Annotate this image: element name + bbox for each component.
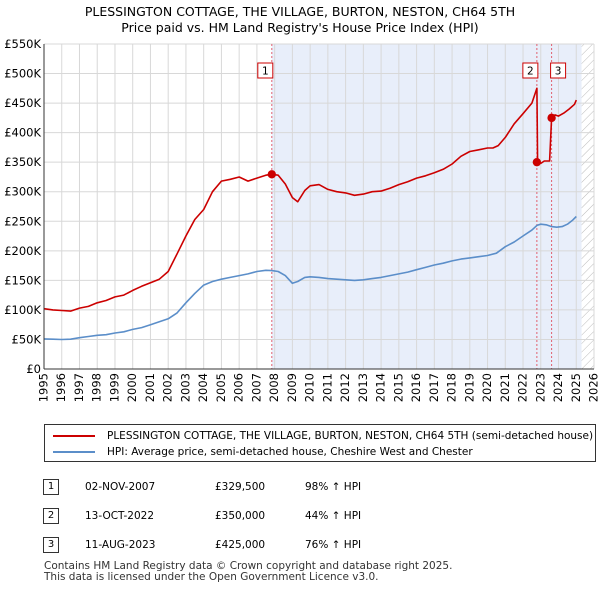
sale-1-label: 1: [262, 66, 269, 78]
x-tick-label: 2021: [498, 373, 512, 402]
x-tick-label: 1999: [107, 373, 121, 402]
footer: Contains HM Land Registry data © Crown c…: [44, 561, 452, 583]
sale-3-point: [547, 113, 556, 123]
sale-price: £350,000: [215, 509, 266, 522]
y-tick-label: £50K: [12, 332, 42, 346]
table-row: 2 13-OCT-2022 £350,000 44% ↑ HPI: [40, 501, 425, 530]
sale-3-label: 3: [555, 66, 562, 78]
sale-price: £329,500: [215, 480, 266, 493]
sale-hpi-change: 98% ↑ HPI: [305, 480, 362, 493]
x-tick-label: 2003: [178, 373, 192, 402]
x-tick-label: 2019: [462, 373, 476, 402]
x-tick-label: 1996: [54, 373, 68, 402]
price-chart: £0 £50K £100K £150K £200K £250K £300K £350K £400…: [4, 37, 600, 402]
chart-title-line1: PLESSINGTON COTTAGE, THE VILLAGE, BURTON…: [84, 4, 516, 19]
y-tick-label: £450K: [4, 96, 41, 110]
y-tick-label: £350K: [4, 155, 41, 169]
sales-table: 1 02-NOV-2007 £329,500 98% ↑ HPI 2 13-OC…: [40, 472, 425, 559]
sale-number-badge: 3: [43, 536, 59, 553]
x-tick-label: 2011: [320, 373, 334, 402]
x-tick-label: 2002: [161, 373, 175, 402]
forecast-hatched-region: [581, 44, 594, 369]
table-row: 1 02-NOV-2007 £329,500 98% ↑ HPI: [40, 472, 425, 501]
y-tick-label: £550K: [4, 37, 41, 51]
x-tick-label: 2024: [551, 373, 565, 402]
sale-number-badge: 1: [43, 478, 59, 495]
sale-1-label-box: [257, 62, 274, 79]
x-tick-label: 2023: [533, 373, 547, 402]
legend-label-price: PLESSINGTON COTTAGE, THE VILLAGE, BURTON…: [107, 430, 594, 442]
x-tick-label: 2013: [356, 373, 370, 402]
x-tick-label: 2014: [374, 373, 388, 402]
x-tick-label: 2007: [249, 373, 263, 402]
x-tick-label: 1998: [90, 373, 104, 402]
footer-licence: This data is licensed under the Open Gov…: [44, 571, 379, 583]
legend-item-price: PLESSINGTON COTTAGE, THE VILLAGE, BURTON…: [53, 428, 593, 444]
sale-2-label: 2: [527, 66, 534, 78]
sale-price: £425,000: [215, 538, 266, 551]
x-tick-label: 2012: [338, 373, 352, 402]
y-tick-label: £300K: [4, 185, 41, 199]
x-tick-label: 2020: [480, 373, 494, 402]
x-tick-label: 2026: [587, 373, 600, 402]
sale-hpi-change: 76% ↑ HPI: [305, 538, 362, 551]
chart-legend: PLESSINGTON COTTAGE, THE VILLAGE, BURTON…: [44, 424, 596, 462]
sale-date: 02-NOV-2007: [85, 480, 156, 493]
footer-copyright: Contains HM Land Registry data © Crown c…: [44, 560, 453, 572]
sale-date: 11-AUG-2023: [85, 538, 156, 551]
y-tick-label: £100K: [4, 303, 41, 317]
sale-3-label-box: [550, 62, 567, 79]
x-tick-label: 2016: [409, 373, 423, 402]
y-tick-label: £150K: [4, 273, 41, 287]
table-row: 3 11-AUG-2023 £425,000 76% ↑ HPI: [40, 530, 425, 559]
x-tick-label: 2018: [445, 373, 459, 402]
hpi-series-line: [43, 215, 577, 341]
y-tick-label: £400K: [4, 126, 41, 140]
legend-swatch-hpi: [53, 451, 95, 453]
sale-date: 13-OCT-2022: [85, 509, 154, 522]
x-tick-label: 2006: [232, 373, 246, 402]
x-tick-label: 2025: [569, 373, 583, 402]
legend-swatch-price: [53, 435, 95, 437]
x-tick-label: 2005: [214, 373, 228, 402]
x-tick-label: 2004: [196, 373, 210, 402]
x-tick-label: 2015: [391, 373, 405, 402]
x-tick-label: 1995: [37, 373, 51, 402]
y-tick-label: £0: [26, 362, 41, 376]
sale-2-point: [532, 157, 542, 167]
chart-title-line2: Price paid vs. HM Land Registry's House …: [121, 20, 479, 35]
x-tick-label: 2017: [427, 373, 441, 402]
legend-item-hpi: HPI: Average price, semi-detached house,…: [53, 444, 473, 460]
x-tick-label: 1997: [72, 373, 86, 402]
legend-label-hpi: HPI: Average price, semi-detached house,…: [107, 446, 473, 458]
y-tick-label: £200K: [4, 244, 41, 258]
ownership-shaded-region: [271, 44, 582, 369]
sale-1-point: [267, 170, 277, 179]
x-tick-label: 2022: [516, 373, 530, 402]
x-tick-label: 2010: [303, 373, 317, 402]
x-tick-label: 2008: [267, 373, 281, 402]
y-tick-label: £500K: [4, 67, 41, 81]
sale-hpi-change: 44% ↑ HPI: [305, 509, 362, 522]
x-tick-label: 2000: [125, 373, 139, 402]
sale-number-badge: 2: [43, 507, 59, 524]
price-paid-series-line: [43, 87, 578, 312]
y-tick-label: £250K: [4, 214, 41, 228]
x-tick-label: 2009: [285, 373, 299, 402]
x-tick-label: 2001: [143, 373, 157, 402]
sale-2-label-box: [522, 62, 539, 79]
